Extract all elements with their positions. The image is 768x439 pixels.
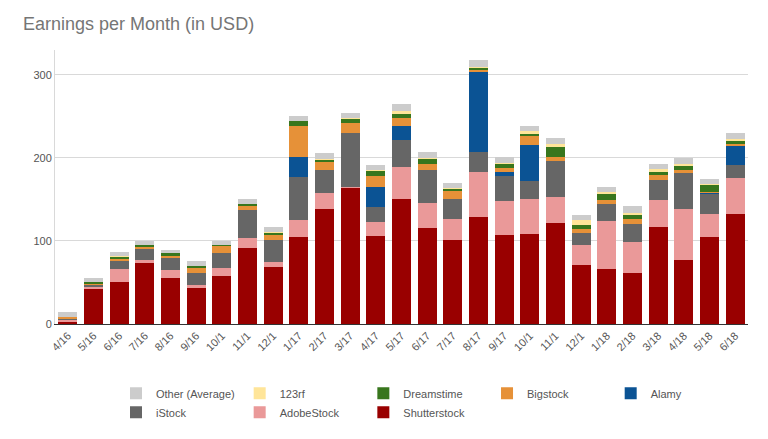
svg-text:7/16: 7/16 [127,330,151,354]
svg-text:4/16: 4/16 [50,330,74,354]
svg-text:4/18: 4/18 [666,330,690,354]
svg-text:11/1: 11/1 [230,330,253,353]
svg-text:3/17: 3/17 [332,330,356,354]
svg-text:4/17: 4/17 [358,330,382,354]
svg-text:9/17: 9/17 [486,330,510,354]
svg-text:Other (Average): Other (Average) [156,388,235,400]
svg-text:5/17: 5/17 [383,330,407,354]
svg-text:1/17: 1/17 [281,330,305,354]
svg-text:300: 300 [33,69,51,81]
svg-text:123rf: 123rf [280,388,306,400]
svg-text:7/17: 7/17 [435,330,459,354]
svg-text:5/16: 5/16 [75,330,99,354]
svg-text:10/1: 10/1 [512,330,536,354]
svg-text:3/18: 3/18 [640,330,664,354]
svg-text:12/1: 12/1 [255,330,279,354]
svg-text:AdobeStock: AdobeStock [280,407,340,419]
svg-text:6/18: 6/18 [717,330,741,354]
svg-text:8/16: 8/16 [152,330,176,354]
svg-text:12/1: 12/1 [563,330,587,354]
svg-text:100: 100 [33,235,51,247]
svg-text:11/1: 11/1 [538,330,561,353]
svg-text:5/18: 5/18 [691,330,715,354]
svg-text:Alamy: Alamy [651,388,682,400]
svg-text:1/18: 1/18 [589,330,613,354]
svg-text:Dreamstime: Dreamstime [403,388,462,400]
svg-text:2/17: 2/17 [306,330,330,354]
svg-text:10/1: 10/1 [204,330,228,354]
svg-text:6/16: 6/16 [101,330,125,354]
svg-text:0: 0 [46,318,52,330]
svg-text:Earnings per Month (in USD): Earnings per Month (in USD) [23,14,254,34]
svg-text:Shutterstock: Shutterstock [403,407,465,419]
svg-text:6/17: 6/17 [409,330,433,354]
svg-text:iStock: iStock [156,407,186,419]
svg-text:8/17: 8/17 [460,330,484,354]
svg-text:2/18: 2/18 [614,330,638,354]
svg-text:200: 200 [33,152,51,164]
svg-text:9/16: 9/16 [178,330,202,354]
svg-text:Bigstock: Bigstock [527,388,569,400]
